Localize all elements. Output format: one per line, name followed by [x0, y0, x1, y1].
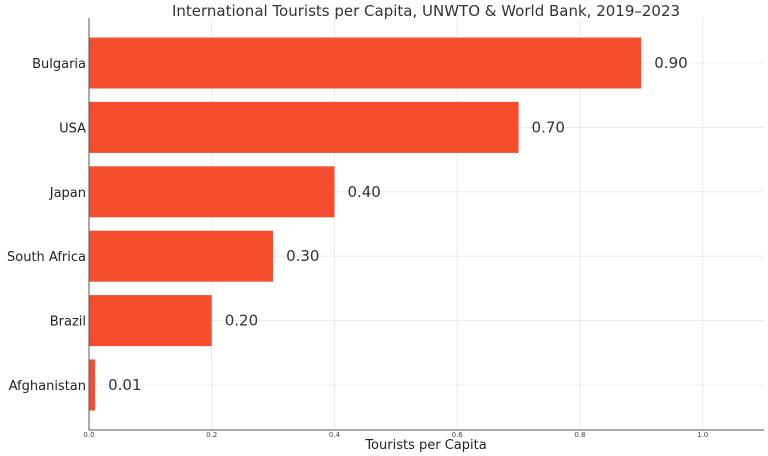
- category-labels: Bulgaria USA Japan South Africa Brazil Afghan…: [7, 57, 86, 394]
- bar: [89, 101, 519, 153]
- chart-title: International Tourists per Capita, UNWTO…: [172, 2, 680, 20]
- x-tick-label: 1.0: [697, 431, 708, 439]
- bar: [89, 37, 642, 89]
- x-tick-labels: 0.0 0.2 0.4 0.6 0.8 1.0: [83, 431, 708, 439]
- value-label: 0.01: [108, 376, 141, 394]
- bar: [89, 295, 212, 347]
- x-tick-label: 0.2: [206, 431, 217, 439]
- value-label: 0.90: [654, 54, 687, 72]
- category-label: Bulgaria: [32, 57, 86, 72]
- category-label: USA: [59, 121, 86, 136]
- x-tick-label: 0.0: [83, 431, 94, 439]
- value-label: 0.20: [225, 312, 258, 330]
- value-label: 0.70: [532, 118, 565, 136]
- category-label: South Africa: [7, 250, 86, 265]
- x-tick-label: 0.4: [329, 431, 341, 439]
- category-label: Japan: [49, 186, 86, 201]
- category-label: Afghanistan: [9, 379, 86, 394]
- bar: [89, 230, 274, 282]
- x-axis-label: Tourists per Capita: [364, 438, 486, 453]
- x-tick-label: 0.8: [574, 431, 585, 439]
- x-tick-label: 0.6: [452, 431, 464, 439]
- value-label: 0.40: [347, 183, 380, 201]
- value-labels: 0.90 0.70 0.40 0.30 0.20 0.01: [108, 54, 688, 394]
- value-label: 0.30: [286, 247, 319, 265]
- category-label: Brazil: [50, 315, 86, 330]
- bar: [89, 359, 96, 411]
- bar: [89, 166, 335, 218]
- bars: [89, 37, 642, 411]
